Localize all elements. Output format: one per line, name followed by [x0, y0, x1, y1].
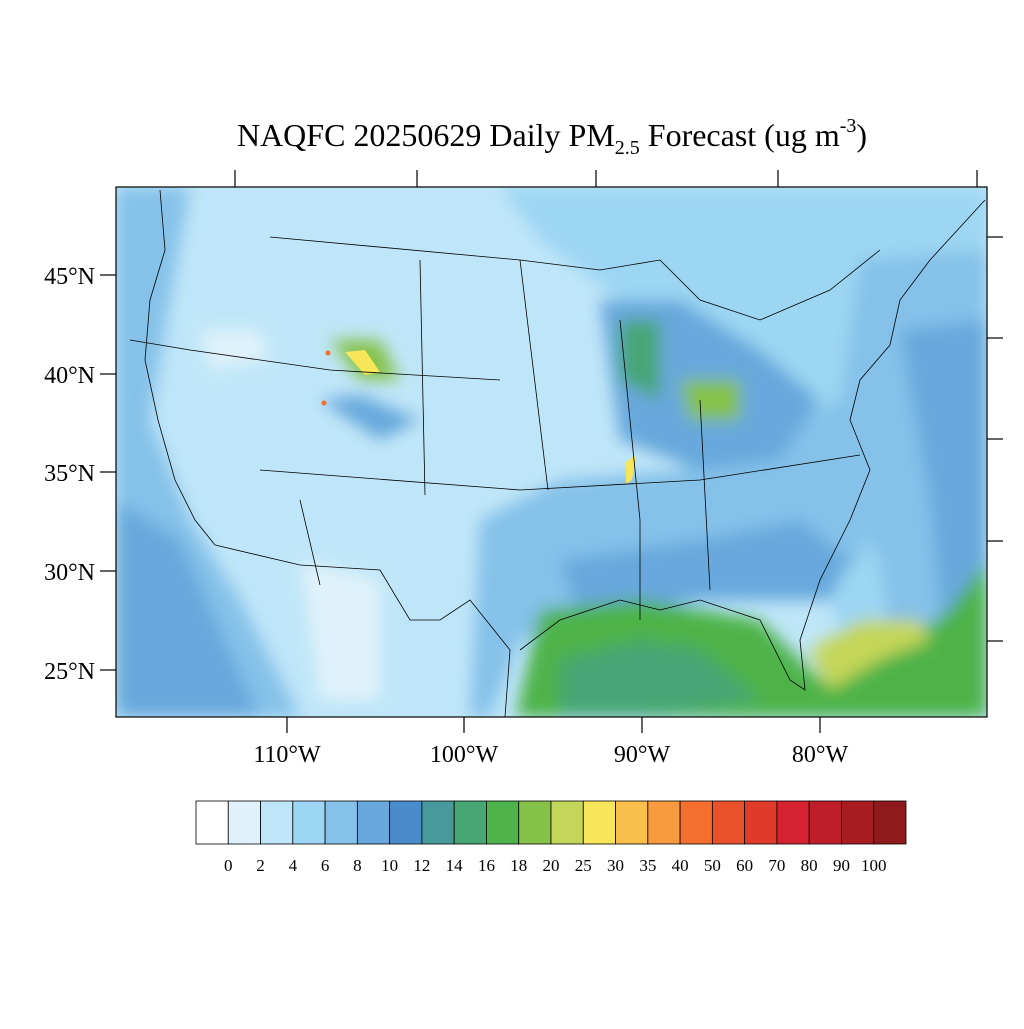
lon-label: 100°W: [430, 742, 499, 768]
lat-label: 40°N: [44, 363, 95, 389]
colorbar-label: 60: [736, 856, 753, 875]
colorbar-label: 70: [768, 856, 785, 875]
lat-label: 35°N: [44, 461, 95, 487]
colorbar-label: 100: [861, 856, 887, 875]
colorbar-box: [421, 800, 455, 845]
colorbar-label: 20: [543, 856, 560, 875]
colorbar-label: 2: [256, 856, 265, 875]
lon-label: 80°W: [792, 742, 849, 768]
colorbar-box: [486, 800, 520, 845]
colorbar-box: [615, 800, 649, 845]
colorbar-box: [582, 800, 616, 845]
colorbar-label: 90: [833, 856, 850, 875]
colorbar-label: 6: [321, 856, 330, 875]
map-field: [116, 187, 987, 717]
colorbar-label: 10: [381, 856, 398, 875]
colorbar-label: 16: [478, 856, 495, 875]
colorbar-box: [873, 800, 907, 845]
colorbar-label: 35: [639, 856, 656, 875]
colorbar-box: [389, 800, 423, 845]
lat-label: 30°N: [44, 560, 95, 586]
colorbar-box: [550, 800, 584, 845]
colorbar-box: [808, 800, 842, 845]
lat-label: 45°N: [44, 264, 95, 290]
colorbar-box: [744, 800, 778, 845]
title-end: ): [856, 117, 867, 153]
colorbar-box: [292, 800, 326, 845]
colorbar-label: 50: [704, 856, 721, 875]
colorbar-box: [647, 800, 681, 845]
colorbar-box: [324, 800, 358, 845]
colorbar-box: [518, 800, 552, 845]
colorbar-box: [776, 800, 810, 845]
lat-label: 25°N: [44, 659, 95, 685]
colorbar-label: 18: [510, 856, 527, 875]
axis-labels: 45°N 40°N 35°N 30°N 25°N 110°W 100°W 90°W 80°W: [44, 264, 848, 768]
lon-label: 90°W: [614, 742, 671, 768]
frame-ticks: [100, 170, 1003, 733]
colorbar-label: 8: [353, 856, 362, 875]
colorbar-label: 80: [801, 856, 818, 875]
colorbar-box: [356, 800, 391, 845]
title-main: NAQFC 20250629 Daily PM: [237, 117, 615, 153]
colorbar-label: 30: [607, 856, 624, 875]
colorbar-box: [195, 800, 229, 845]
map-frame: [115, 186, 988, 718]
colorbar-box: [227, 800, 261, 845]
title: NAQFC 20250629 Daily PM2.5 Forecast (ug …: [237, 115, 867, 159]
colorbar-label: 25: [575, 856, 592, 875]
colorbar-label: 0: [224, 856, 233, 875]
colorbar: 0 2 4 6 8 10 12 14 16 18 20 25 30 35 40 50 60 70 80 90 100: [195, 800, 907, 875]
colorbar-box: [453, 800, 487, 845]
colorbar-label: 14: [446, 856, 464, 875]
colorbar-box: [711, 800, 746, 845]
colorbar-box: [260, 800, 294, 845]
colorbar-box: [679, 800, 713, 845]
colorbar-label: 40: [672, 856, 689, 875]
title-sup: -3: [840, 115, 857, 137]
colorbar-box: [841, 800, 875, 845]
title-mid: Forecast (ug m: [640, 117, 840, 153]
title-sub: 2.5: [615, 137, 640, 159]
colorbar-label: 12: [413, 856, 430, 875]
lon-label: 110°W: [253, 742, 321, 768]
colorbar-label: 4: [289, 856, 298, 875]
